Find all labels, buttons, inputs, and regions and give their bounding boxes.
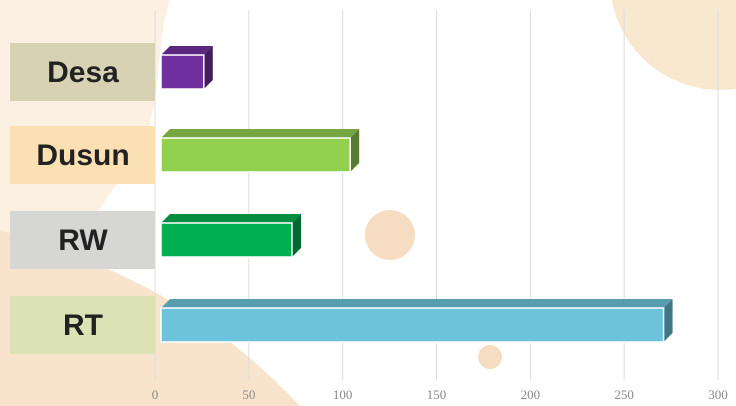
category-label-box bbox=[10, 126, 155, 184]
bar-top bbox=[161, 299, 673, 308]
bar bbox=[160, 222, 293, 258]
category-label: RT bbox=[63, 309, 103, 342]
bar bbox=[160, 137, 351, 173]
bar bbox=[160, 307, 665, 343]
x-tick-label: 200 bbox=[521, 387, 541, 402]
x-tick-label: 0 bbox=[152, 387, 159, 402]
bar-side bbox=[663, 299, 673, 342]
bar-top bbox=[161, 46, 213, 55]
category-label: RW bbox=[58, 224, 108, 257]
bar-top bbox=[161, 214, 301, 223]
category-label-box bbox=[10, 211, 155, 269]
bar-side bbox=[203, 46, 213, 89]
x-tick-label: 300 bbox=[708, 387, 728, 402]
bar-side bbox=[350, 129, 360, 172]
category-label: Desa bbox=[47, 56, 119, 89]
category-label: Dusun bbox=[36, 139, 129, 172]
category-label-box bbox=[10, 296, 155, 354]
category-label-box bbox=[10, 43, 155, 101]
bar-side bbox=[291, 214, 301, 257]
bar bbox=[160, 54, 205, 90]
x-tick-label: 150 bbox=[427, 387, 447, 402]
x-tick-label: 50 bbox=[242, 387, 255, 402]
bar-top bbox=[161, 129, 360, 138]
x-tick-label: 250 bbox=[614, 387, 634, 402]
x-tick-label: 100 bbox=[333, 387, 353, 402]
